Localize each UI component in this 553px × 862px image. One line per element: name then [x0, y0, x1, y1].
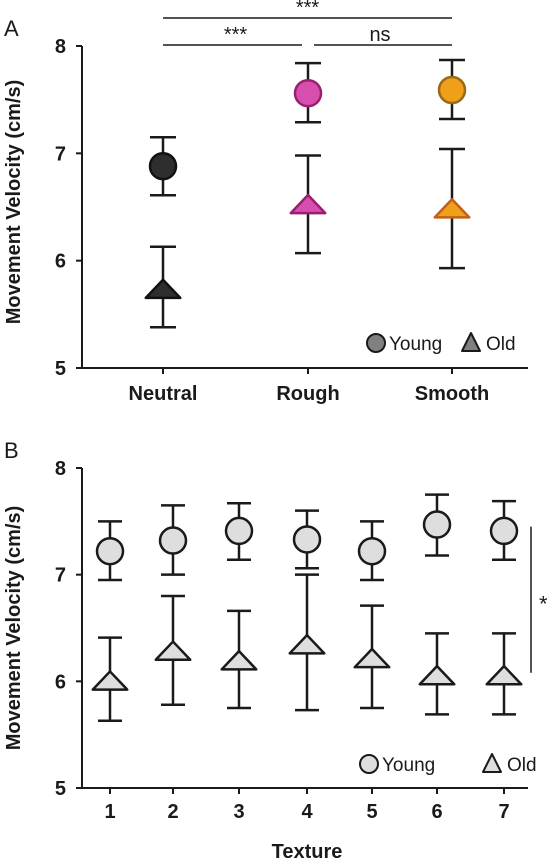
triangle-marker [289, 193, 327, 215]
panel-b-y-axis-label: Movement Velocity (cm/s) [3, 506, 25, 751]
x-tick-label-5: 5 [366, 801, 377, 823]
panel-b-data-marks [91, 493, 523, 723]
y-tick-label: 6 [55, 251, 66, 273]
panel-a-data-marks [144, 58, 471, 329]
legend-young-marker [359, 754, 379, 774]
old-point-1 [91, 636, 129, 723]
young-point-4 [292, 509, 322, 570]
old-point-2 [154, 594, 192, 707]
panel-a-significance: *** *** ns [163, 0, 452, 46]
circle-marker [293, 78, 323, 108]
panel-a: A Movement Velocity (cm/s) 5 6 7 8 Neutral R… [3, 0, 528, 405]
panel-a-y-axis-label: Movement Velocity (cm/s) [3, 80, 25, 325]
x-tick-label-1: 1 [104, 801, 115, 823]
legend-young-label: Young [389, 334, 442, 355]
triangle-marker [485, 664, 523, 686]
circle-marker [158, 526, 188, 555]
panel-a-legend: Young Old [366, 332, 516, 355]
young-point-1 [95, 520, 125, 582]
y-tick-label: 7 [55, 143, 66, 165]
circle-marker [357, 536, 387, 566]
young-point-Smooth [437, 58, 467, 121]
panel-b-legend: Young Old [359, 753, 537, 776]
triangle-marker [418, 664, 456, 686]
y-tick-label: 8 [55, 458, 66, 480]
x-tick-label-2: 2 [167, 801, 178, 823]
triangle-marker [220, 649, 258, 671]
circle-marker [95, 536, 125, 566]
significance-label: *** [224, 24, 248, 46]
legend-old-label: Old [507, 755, 537, 776]
triangle-marker [154, 640, 192, 661]
triangle-marker [144, 278, 182, 300]
y-tick-label: 6 [55, 671, 66, 693]
triangle-marker [91, 670, 129, 691]
significance-bracket-rough-smooth: ns [314, 24, 452, 46]
legend-young-marker [366, 333, 386, 353]
young-point-Rough [293, 61, 323, 124]
panel-a-y-ticks: 5 6 7 8 [55, 36, 82, 380]
circle-marker [437, 75, 467, 105]
significance-bracket-neutral-smooth: *** [163, 0, 452, 19]
old-point-Rough [289, 154, 327, 255]
triangle-marker [288, 633, 326, 655]
circle-marker [489, 516, 519, 546]
panel-b-x-ticks: 1 2 3 4 5 6 7 [104, 788, 510, 823]
x-tick-label-7: 7 [498, 801, 509, 823]
circle-marker [148, 151, 178, 181]
y-tick-label: 5 [55, 778, 66, 800]
circle-marker [224, 516, 254, 546]
panel-a-x-ticks: Neutral Rough Smooth [129, 368, 489, 405]
old-point-4 [288, 573, 326, 712]
significance-bracket-young-old: * [530, 526, 548, 673]
panel-b-x-axis-label: Texture [272, 841, 343, 862]
significance-label: ns [369, 24, 390, 46]
panel-b: B Movement Velocity (cm/s) Texture 5678 … [3, 438, 548, 862]
x-tick-label-6: 6 [431, 801, 442, 823]
panel-a-label: A [4, 16, 19, 41]
old-point-Smooth [433, 147, 471, 270]
triangle-marker [433, 197, 471, 219]
young-point-6 [422, 493, 452, 557]
significance-label: *** [296, 0, 320, 19]
x-tick-label-4: 4 [301, 801, 313, 823]
y-tick-label: 7 [55, 565, 66, 587]
x-tick-label-smooth: Smooth [415, 383, 489, 405]
panel-b-significance: * [530, 526, 548, 673]
old-point-Neutral [144, 245, 182, 329]
old-point-5 [353, 604, 391, 710]
circle-marker [422, 510, 452, 539]
young-point-7 [489, 499, 519, 561]
significance-bracket-neutral-rough: *** [163, 24, 302, 46]
circle-marker [292, 525, 322, 554]
x-tick-label-3: 3 [233, 801, 244, 823]
young-point-5 [357, 520, 387, 582]
significance-label: * [539, 592, 548, 617]
panel-b-y-ticks: 5 6 7 8 [55, 458, 82, 800]
young-point-2 [158, 504, 188, 576]
legend-young-label: Young [382, 755, 435, 776]
legend-old-label: Old [486, 334, 516, 355]
legend-old-marker [461, 332, 481, 352]
triangle-marker [353, 647, 391, 669]
young-point-Neutral [148, 135, 178, 197]
y-tick-label: 8 [55, 36, 66, 58]
old-point-3 [220, 609, 258, 710]
x-tick-label-neutral: Neutral [129, 383, 198, 405]
y-tick-label: 5 [55, 358, 66, 380]
panel-b-label: B [4, 438, 19, 463]
x-tick-label-rough: Rough [276, 383, 339, 405]
old-point-6 [418, 632, 456, 716]
young-point-3 [224, 501, 254, 561]
legend-old-marker [482, 753, 502, 773]
old-point-7 [485, 632, 523, 716]
